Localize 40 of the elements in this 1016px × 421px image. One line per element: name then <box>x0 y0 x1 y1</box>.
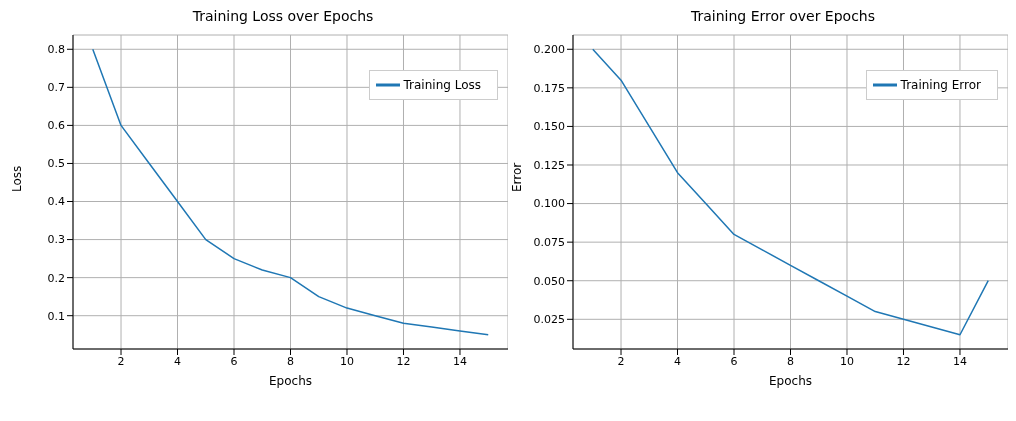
y-tick-label: 0.050 <box>533 274 565 288</box>
x-tick-label: 10 <box>839 354 854 368</box>
x-tick-label: 2 <box>117 354 125 368</box>
y-tick-label: 0.150 <box>533 120 565 134</box>
x-tick-label: 12 <box>896 354 911 368</box>
y-tick-label: 0.100 <box>533 197 565 211</box>
y-tick-label: 0.1 <box>47 309 65 323</box>
y-tick-label: 0.2 <box>47 271 65 285</box>
y-tick-label: 0.200 <box>533 43 565 57</box>
y-tick-label: 0.7 <box>47 81 65 95</box>
y-tick-label: 0.8 <box>47 43 65 57</box>
y-tick-label: 0.4 <box>47 195 65 209</box>
x-axis-title: Epochs <box>269 374 312 388</box>
x-axis-title: Epochs <box>769 374 812 388</box>
y-tick-label: 0.6 <box>47 119 65 133</box>
x-tick-label: 6 <box>730 354 738 368</box>
y-tick-label: 0.075 <box>533 236 565 250</box>
legend-label: Training Loss <box>403 77 481 92</box>
x-tick-label: 2 <box>617 354 625 368</box>
y-tick-label: 0.025 <box>533 313 565 327</box>
y-tick-label: 0.175 <box>533 81 565 95</box>
y-tick-label: 0.3 <box>47 233 65 247</box>
y-axis-title: Loss <box>10 165 25 192</box>
x-tick-label: 10 <box>339 354 354 368</box>
x-tick-label: 14 <box>452 354 467 368</box>
y-tick-label: 0.125 <box>533 158 565 172</box>
x-tick-label: 8 <box>287 354 294 368</box>
x-tick-label: 14 <box>952 354 967 368</box>
chart-title: Training Loss over Epochs <box>191 8 375 26</box>
line-series <box>92 48 489 336</box>
x-tick-label: 8 <box>787 354 794 368</box>
x-tick-label: 4 <box>174 354 182 368</box>
line-series <box>592 48 989 336</box>
legend-label: Training Error <box>900 77 981 92</box>
x-tick-label: 6 <box>230 354 238 368</box>
x-tick-label: 12 <box>396 354 411 368</box>
x-tick-label: 4 <box>674 354 682 368</box>
chart-title: Training Error over Epochs <box>689 8 877 26</box>
y-axis-title: Error <box>510 162 525 192</box>
y-tick-label: 0.5 <box>47 157 65 171</box>
